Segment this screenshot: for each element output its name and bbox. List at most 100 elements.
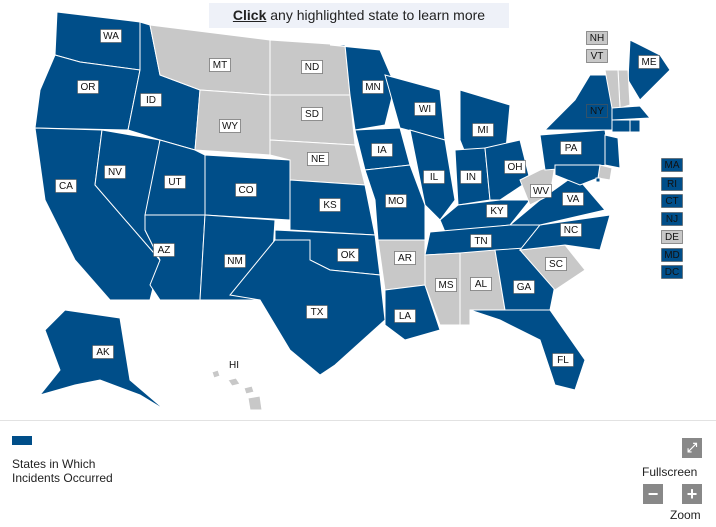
state[interactable] — [38, 309, 166, 411]
zoom-in-button[interactable]: + — [682, 484, 702, 504]
state-label-box — [586, 31, 608, 45]
state-label[interactable]: IN — [466, 172, 476, 183]
state-label[interactable]: GA — [517, 282, 532, 293]
state-label[interactable]: MO — [388, 196, 404, 207]
state-label-box — [470, 234, 492, 248]
state-label-box — [661, 230, 683, 244]
state-label-box — [552, 353, 574, 367]
divider — [0, 420, 716, 421]
state-label[interactable]: VA — [567, 194, 580, 205]
state-label[interactable]: NY — [590, 106, 604, 117]
us-map: WA OR CA NV ID MT WY UT AZ CO NM ND SD NE KS OK TX MN IA MO… — [34, 11, 683, 411]
state-label[interactable]: OK — [341, 250, 356, 261]
state-label-box — [472, 123, 494, 137]
state-label[interactable]: PA — [565, 143, 578, 154]
state-label[interactable]: RI — [667, 179, 677, 190]
state-label-box — [661, 194, 683, 208]
state-label: MT — [213, 60, 227, 71]
zoom-out-button[interactable]: − — [643, 484, 663, 504]
state-label-box — [661, 177, 683, 191]
instruction-banner: Click any highlighted state to learn mor… — [209, 3, 509, 28]
state-label-box — [153, 243, 175, 257]
state-label-box — [513, 280, 535, 294]
state-label-box — [661, 265, 683, 279]
instruction-text: any highlighted state to learn more — [270, 7, 486, 23]
state-label[interactable]: TX — [311, 307, 324, 318]
fullscreen-button[interactable]: ⤢ — [682, 438, 702, 458]
legend-swatch — [12, 436, 32, 445]
state-label-box — [337, 248, 359, 262]
state-label[interactable]: NJ — [666, 214, 678, 225]
state-label-box — [77, 80, 99, 94]
state[interactable] — [494, 247, 556, 311]
state-label[interactable]: MD — [664, 250, 680, 261]
state-label[interactable]: NM — [227, 256, 243, 267]
state-label[interactable]: CT — [665, 196, 678, 207]
state-label: WY — [222, 121, 238, 132]
state-label-box — [140, 93, 162, 107]
state-label-box — [414, 102, 436, 116]
state-label-box — [319, 198, 341, 212]
state[interactable] — [595, 177, 601, 183]
state[interactable] — [469, 309, 586, 391]
state-label: WV — [533, 186, 549, 197]
state-label-box — [301, 60, 323, 74]
state[interactable] — [508, 174, 606, 226]
state-label-box — [560, 223, 582, 237]
state-label[interactable]: FL — [557, 355, 569, 366]
state-label[interactable]: CA — [59, 181, 73, 192]
state-label[interactable]: IL — [430, 172, 439, 183]
state-label[interactable]: OR — [81, 82, 96, 93]
state-label: NE — [311, 154, 325, 165]
state-label[interactable]: ID — [146, 95, 156, 106]
state-label: SC — [549, 259, 563, 270]
state-label[interactable]: MA — [665, 160, 680, 171]
state[interactable] — [611, 119, 631, 133]
state[interactable] — [629, 119, 641, 133]
state-label[interactable]: UT — [168, 177, 181, 188]
state-label[interactable]: MI — [477, 125, 488, 136]
state-label[interactable]: NC — [564, 225, 578, 236]
state-label-box — [486, 204, 508, 218]
click-word: Click — [232, 7, 267, 23]
state[interactable] — [611, 105, 652, 121]
state — [377, 239, 426, 291]
state-label[interactable]: OH — [508, 162, 523, 173]
state-label-box — [423, 170, 445, 184]
state-label-box — [306, 305, 328, 319]
state-label[interactable]: NV — [108, 167, 122, 178]
state-label: NH — [590, 33, 604, 44]
state-label[interactable]: IA — [377, 145, 387, 156]
state-label-box — [301, 107, 323, 121]
state[interactable] — [554, 164, 601, 186]
state — [211, 369, 263, 411]
state[interactable] — [627, 39, 671, 101]
state-label: HI — [229, 360, 239, 371]
state-label-box — [470, 277, 492, 291]
state-label-box — [92, 345, 114, 359]
state-label[interactable]: LA — [399, 311, 412, 322]
state-label[interactable]: WI — [419, 104, 431, 115]
state-label[interactable]: KY — [490, 206, 504, 217]
state-label-box — [219, 119, 241, 133]
state-label: AR — [398, 253, 412, 264]
state-label[interactable]: ME — [642, 57, 657, 68]
state-label: DE — [665, 232, 679, 243]
state-label[interactable]: DC — [665, 267, 679, 278]
state-label[interactable]: MN — [365, 82, 381, 93]
state-label[interactable]: AK — [96, 347, 110, 358]
state-label[interactable]: AZ — [158, 245, 171, 256]
state-label[interactable]: WA — [103, 31, 119, 42]
state[interactable] — [604, 134, 621, 169]
state-label[interactable]: CO — [239, 185, 254, 196]
state-label[interactable]: KS — [323, 200, 337, 211]
state-label-box — [394, 309, 416, 323]
state-label-box — [394, 251, 416, 265]
state-label-box — [530, 184, 552, 198]
state-label-box — [545, 257, 567, 271]
state-label: AL — [475, 279, 488, 290]
fullscreen-label: Fullscreen — [642, 465, 698, 479]
legend-label: States in Which Incidents Occurred — [12, 457, 113, 485]
state-label: VT — [591, 51, 604, 62]
state-label[interactable]: TN — [474, 236, 487, 247]
